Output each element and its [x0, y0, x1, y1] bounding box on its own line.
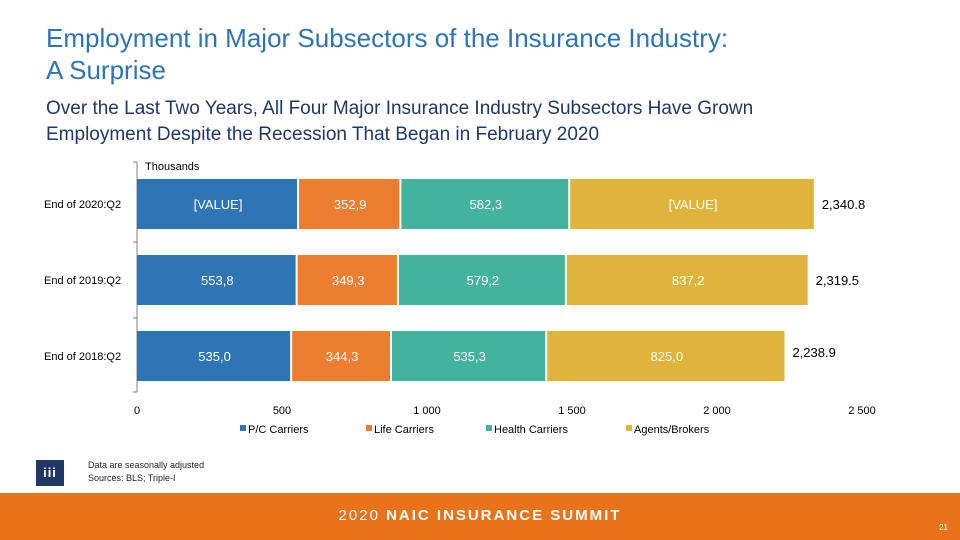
legend-entry: Health Carriers — [494, 424, 568, 436]
notes-adjusted: Data are seasonally adjusted — [88, 460, 205, 470]
legend-swatch — [626, 425, 632, 431]
data-label: 349,3 — [332, 273, 365, 288]
x-tick-label: 500 — [273, 405, 291, 417]
data-label: 837,2 — [672, 273, 705, 288]
legend-entry: Life Carriers — [374, 424, 434, 436]
subtitle-line-1: Over the Last Two Years, All Four Major … — [46, 98, 754, 119]
page-number: 21 — [939, 523, 948, 532]
legend-entry: P/C Carriers — [248, 424, 309, 436]
x-tick-label: 2 000 — [703, 405, 731, 417]
bar-segment-life-carriers — [299, 179, 400, 229]
unit-label: Thousands — [145, 161, 200, 173]
subtitle-line-2: Employment Despite the Recession That Be… — [46, 124, 600, 145]
total-label: 2,238.9 — [792, 345, 835, 360]
x-tick-label: 0 — [134, 405, 140, 417]
data-label: 352,9 — [334, 197, 367, 212]
footer-summit-title: 2020 NAIC INSURANCE SUMMIT — [0, 507, 960, 524]
data-label: 553,8 — [201, 273, 234, 288]
footer-year: 2020 — [338, 507, 380, 524]
legend-swatch — [486, 425, 492, 431]
notes-sources: Sources: BLS; Triple-I — [88, 473, 176, 483]
title-line-1: Employment in Major Subsectors of the In… — [46, 23, 729, 53]
data-label: 579,2 — [467, 273, 500, 288]
footer-bar: 2020 NAIC INSURANCE SUMMIT 21 — [0, 493, 960, 540]
legend-swatch — [366, 425, 372, 431]
bar-segment-p-c-carriers — [137, 255, 296, 305]
bar-segment-agents-brokers — [566, 255, 808, 305]
total-label: 2,319.5 — [816, 273, 859, 288]
footer-event-name: NAIC INSURANCE SUMMIT — [386, 507, 622, 524]
category-label: End of 2018:Q2 — [44, 351, 121, 363]
stacked-bar-chart: Thousands End of 2020:Q2 [VALUE] 352,9 582,3… — [44, 161, 876, 436]
category-label: End of 2019:Q2 — [44, 275, 121, 287]
bar-segment-p-c-carriers — [137, 179, 298, 229]
data-label: 825,0 — [651, 349, 684, 364]
bar-segment-agents-brokers — [547, 331, 785, 381]
slide-title: Employment in Major Subsectors of the In… — [46, 22, 926, 86]
bar-segment-life-carriers — [292, 331, 390, 381]
data-label: [VALUE] — [669, 197, 718, 212]
total-label: 2,340.8 — [822, 197, 865, 212]
slide-subtitle: Over the Last Two Years, All Four Major … — [46, 96, 926, 148]
data-label: 535,3 — [453, 349, 486, 364]
data-label: [VALUE] — [194, 197, 243, 212]
category-label: End of 2020:Q2 — [44, 199, 121, 211]
bar-segment-health-carriers — [401, 179, 569, 229]
x-tick-label: 2 500 — [848, 405, 876, 417]
data-label: 582,3 — [470, 197, 503, 212]
triple-i-logo: iii — [36, 460, 64, 486]
data-label: 344,3 — [326, 349, 359, 364]
bar-segment-life-carriers — [297, 255, 397, 305]
legend-entry: Agents/Brokers — [634, 424, 710, 436]
data-label: 535,0 — [198, 349, 231, 364]
bar-segment-p-c-carriers — [137, 331, 291, 381]
title-line-2: A Surprise — [46, 55, 166, 85]
bar-segment-health-carriers — [398, 255, 565, 305]
bar-segment-health-carriers — [391, 331, 546, 381]
x-tick-label: 1 500 — [558, 405, 586, 417]
legend-swatch — [240, 425, 246, 431]
chart-notes: Data are seasonally adjusted Sources: BL… — [88, 459, 204, 485]
bar-segment-agents-brokers — [570, 179, 814, 229]
x-tick-label: 1 000 — [413, 405, 441, 417]
